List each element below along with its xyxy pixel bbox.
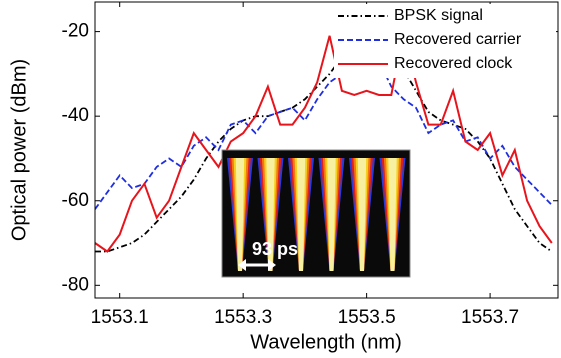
- y-tick-label: -40: [62, 105, 89, 126]
- legend-label: Recovered clock: [394, 55, 513, 72]
- x-tick-label: 1553.5: [338, 307, 396, 328]
- inset: 93 ps: [222, 150, 410, 277]
- y-tick-label: -80: [62, 274, 89, 295]
- y-tick-label: -60: [62, 190, 89, 211]
- x-tick-label: 1553.7: [461, 307, 519, 328]
- x-axis-label: Wavelength (nm): [250, 331, 402, 353]
- chart: Wavelength (nm) Optical power (dBm) -20 -…: [0, 0, 561, 358]
- inset-label: 93 ps: [252, 239, 298, 259]
- legend-label: Recovered carrier: [394, 31, 522, 48]
- x-tick-label: 1553.3: [214, 307, 272, 328]
- y-tick-label: -20: [62, 21, 89, 42]
- x-tick-label: 1553.1: [91, 307, 149, 328]
- legend-label: BPSK signal: [394, 7, 483, 24]
- y-axis-label: Optical power (dBm): [8, 59, 30, 241]
